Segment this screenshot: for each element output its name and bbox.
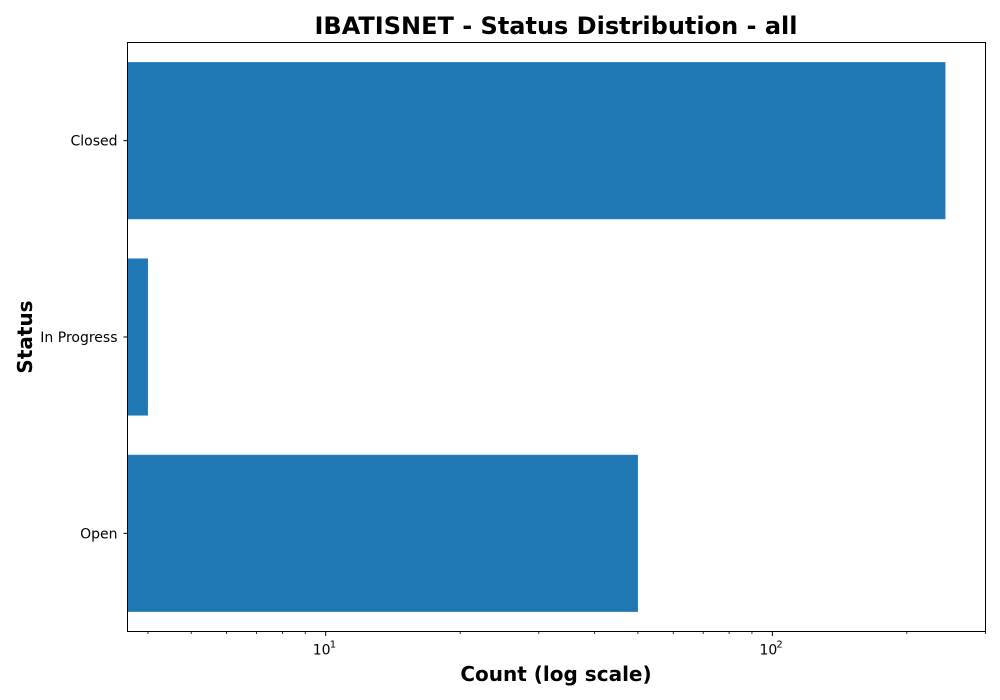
y-axis-label: Status [13, 300, 37, 373]
x-tick-label: 10 [313, 643, 331, 659]
x-ticks-group: 10 1 10 2 [147, 631, 986, 659]
plot-frame [127, 42, 986, 632]
bar-open [127, 454, 638, 612]
y-tick-label-closed: Closed [70, 134, 117, 150]
bars-group [127, 62, 946, 612]
x-tick-label-exponent: 2 [776, 640, 782, 651]
y-ticks-group: Closed In Progress Open [40, 134, 128, 542]
bar-closed [127, 62, 946, 220]
x-tick-label: 10 [759, 643, 777, 659]
x-axis-label: Count (log scale) [460, 662, 651, 686]
chart-title: IBATISNET - Status Distribution - all [314, 12, 797, 40]
y-tick-label-open: Open [80, 526, 117, 542]
bar-in-progress [127, 258, 148, 416]
y-tick-label-in-progress: In Progress [40, 330, 117, 346]
x-tick-label-exponent: 1 [330, 640, 336, 651]
